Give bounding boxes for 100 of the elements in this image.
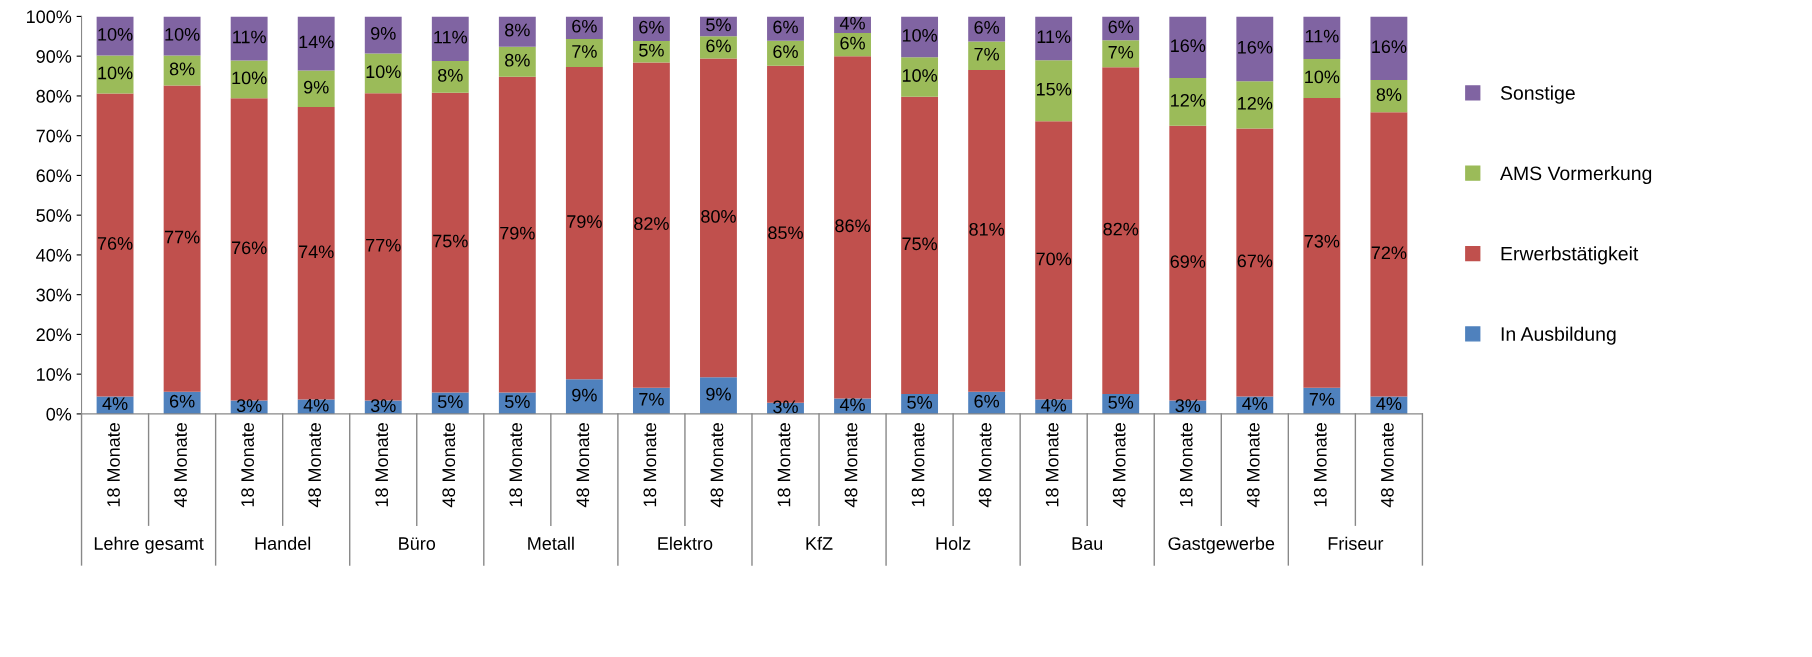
- data-label: 11%: [1305, 29, 1339, 43]
- x-tick-label: 18 Monate: [375, 423, 389, 507]
- data-label: 4%: [1041, 398, 1067, 412]
- x-tick-label: 48 Monate: [1380, 423, 1394, 508]
- bar: [1035, 121, 1073, 400]
- y-tick-label: 10%: [37, 368, 72, 381]
- text: Elektro: [658, 536, 713, 550]
- data-label: 6%: [974, 21, 1000, 34]
- bar: [230, 16, 268, 61]
- data-label: 81%: [969, 222, 1005, 236]
- data-label: 72%: [1371, 246, 1407, 260]
- y-tick-label: 90%: [36, 50, 72, 63]
- bar: [163, 55, 201, 86]
- x-tick-label: 18 Monate: [911, 423, 925, 507]
- data-label: 10%: [98, 27, 133, 41]
- data-label: 5%: [907, 396, 932, 409]
- bar: [1303, 97, 1341, 388]
- bar: [1370, 80, 1408, 113]
- bar: [1169, 78, 1207, 126]
- data-label: 8%: [1376, 88, 1402, 101]
- data-label: 9%: [371, 26, 396, 40]
- data-label: 11%: [233, 30, 266, 44]
- bar: [431, 60, 469, 93]
- data-label: 8%: [505, 23, 530, 37]
- x-tick-label: 48 Monate: [1112, 423, 1126, 508]
- bar: [1236, 16, 1274, 82]
- bar: [1035, 60, 1073, 122]
- text: Handel: [255, 536, 311, 550]
- data-label: 8%: [438, 68, 463, 82]
- bar: [230, 98, 268, 401]
- bar: [968, 41, 1006, 71]
- bar: [1236, 81, 1274, 129]
- data-label: 67%: [1237, 254, 1273, 268]
- data-label: 70%: [1036, 252, 1072, 266]
- data-label: 76%: [232, 241, 267, 255]
- data-label: 6%: [840, 36, 865, 50]
- data-label: 10%: [165, 27, 200, 41]
- bar: [498, 16, 536, 47]
- bar: [1102, 40, 1140, 68]
- data-label: 79%: [567, 215, 602, 228]
- x-tick-label: 18 Monate: [1179, 423, 1193, 507]
- data-label: 75%: [902, 237, 938, 251]
- bar: [901, 57, 939, 97]
- bar: [431, 16, 469, 61]
- bar: [498, 76, 536, 393]
- data-label: 3%: [236, 399, 262, 412]
- data-label: 14%: [299, 35, 334, 49]
- y-tick-label: 20%: [36, 328, 72, 342]
- data-label: 76%: [97, 237, 133, 250]
- legend-label: Erwerbstätigkeit: [1501, 246, 1639, 265]
- data-label: 82%: [1103, 222, 1139, 236]
- bar: [364, 53, 402, 94]
- data-label: 3%: [370, 399, 396, 412]
- data-label: 74%: [299, 245, 334, 259]
- data-label: 6%: [572, 19, 597, 33]
- data-label: 6%: [169, 394, 195, 408]
- x-tick-label: 18 Monate: [509, 423, 523, 507]
- data-label: 7%: [572, 45, 597, 58]
- x-tick-label: 48 Monate: [710, 423, 724, 508]
- data-label: 5%: [639, 43, 664, 57]
- legend-label: In Ausbildung: [1501, 326, 1616, 345]
- data-label: 4%: [102, 397, 128, 410]
- data-label: 77%: [366, 238, 401, 252]
- y-tick-label: 80%: [36, 89, 72, 103]
- bar: [498, 46, 536, 77]
- legend-label: Sonstige: [1500, 85, 1575, 104]
- data-label: 8%: [505, 53, 530, 67]
- data-label: 12%: [1238, 96, 1273, 110]
- x-tick-label: 48 Monate: [1246, 423, 1260, 508]
- x-tick-label: 48 Monate: [442, 423, 456, 508]
- data-label: 7%: [974, 47, 1000, 61]
- data-label: 4%: [839, 16, 865, 30]
- bar: [632, 62, 670, 388]
- bar: [96, 55, 134, 94]
- data-label: 3%: [1175, 399, 1201, 412]
- data-label: 79%: [500, 226, 535, 240]
- data-label: 10%: [1305, 70, 1340, 84]
- y-tick-label: 60%: [36, 169, 72, 183]
- data-label: 9%: [572, 388, 597, 402]
- data-label: 9%: [706, 387, 731, 401]
- data-label: 10%: [366, 65, 401, 79]
- data-label: 6%: [974, 394, 1000, 408]
- bar: [565, 39, 603, 67]
- data-label: 86%: [835, 219, 870, 233]
- bar: [297, 107, 335, 400]
- bar: [565, 66, 603, 380]
- bar: [96, 93, 134, 397]
- data-label: 8%: [169, 62, 195, 76]
- bar: [700, 58, 737, 378]
- bar: [1035, 16, 1073, 61]
- data-label: 10%: [98, 66, 133, 80]
- bar: [834, 56, 871, 399]
- data-label: 6%: [706, 39, 731, 53]
- bar: [1370, 16, 1408, 81]
- x-tick-label: 18 Monate: [777, 423, 791, 507]
- data-label: 5%: [437, 395, 463, 409]
- data-label: 85%: [768, 226, 803, 240]
- data-label: 11%: [434, 30, 468, 44]
- text: Friseur: [1328, 536, 1384, 550]
- bar: [901, 96, 939, 395]
